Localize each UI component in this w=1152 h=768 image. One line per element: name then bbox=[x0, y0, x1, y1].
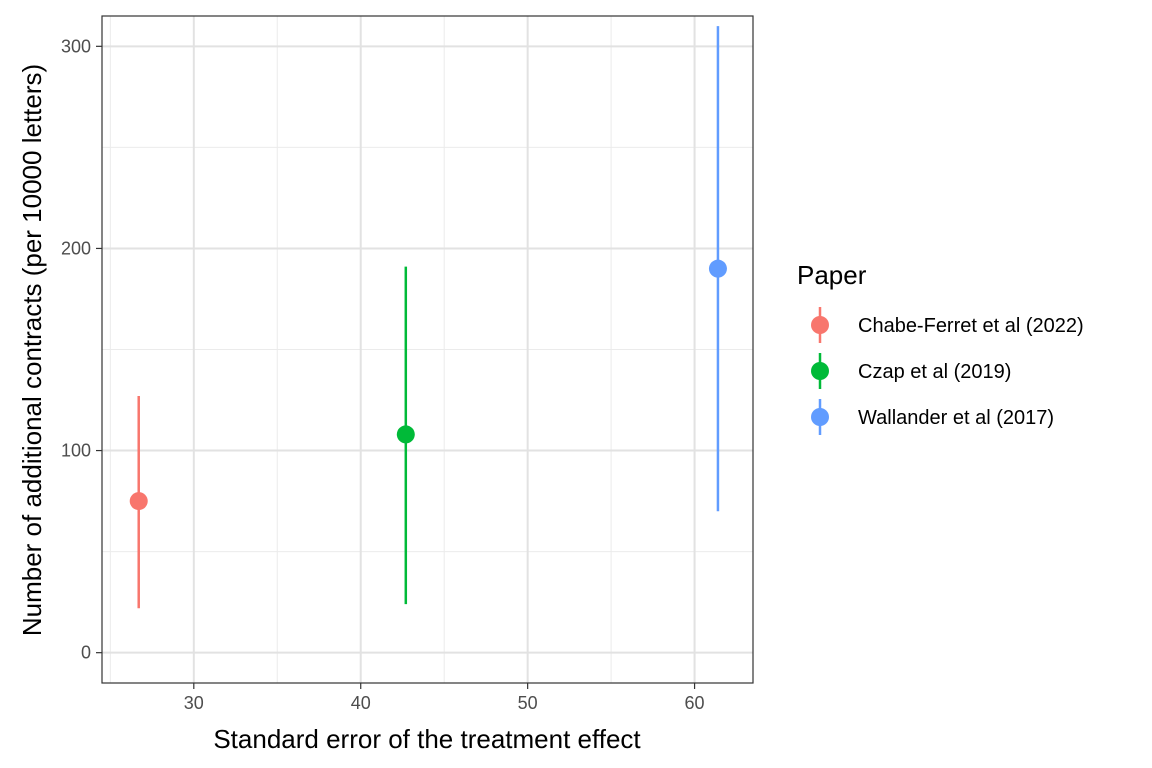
y-tick-label: 300 bbox=[61, 36, 91, 56]
y-axis-title: Number of additional contracts (per 1000… bbox=[17, 64, 47, 636]
data-point bbox=[396, 425, 415, 444]
legend-key-point bbox=[811, 408, 829, 426]
legend-label: Wallander et al (2017) bbox=[858, 407, 1054, 429]
legend-title: Paper bbox=[797, 260, 867, 290]
tick-labels: 30 40 50 60 0 100 200 300 bbox=[61, 36, 705, 713]
x-tick-label: 60 bbox=[685, 693, 705, 713]
axis-ticks bbox=[96, 45, 696, 689]
legend-key-point bbox=[811, 362, 829, 380]
legend-label: Czap et al (2019) bbox=[858, 361, 1011, 383]
data-point bbox=[708, 259, 727, 278]
x-tick-label: 30 bbox=[184, 693, 204, 713]
y-tick-label: 200 bbox=[61, 238, 91, 258]
x-tick-label: 50 bbox=[518, 693, 538, 713]
y-tick-label: 0 bbox=[81, 643, 91, 663]
x-axis-title: Standard error of the treatment effect bbox=[213, 724, 641, 754]
legend-key-point bbox=[811, 316, 829, 334]
grid-major bbox=[102, 16, 753, 683]
data-marks bbox=[129, 26, 727, 609]
y-tick-label: 100 bbox=[61, 441, 91, 461]
legend: Paper Chabe-Ferret et al (2022) Czap et a… bbox=[797, 260, 1084, 435]
x-tick-label: 40 bbox=[351, 693, 371, 713]
legend-label: Chabe-Ferret et al (2022) bbox=[858, 315, 1084, 337]
data-point bbox=[129, 492, 148, 511]
panel-border bbox=[101, 15, 754, 684]
grid-minor bbox=[102, 16, 753, 683]
